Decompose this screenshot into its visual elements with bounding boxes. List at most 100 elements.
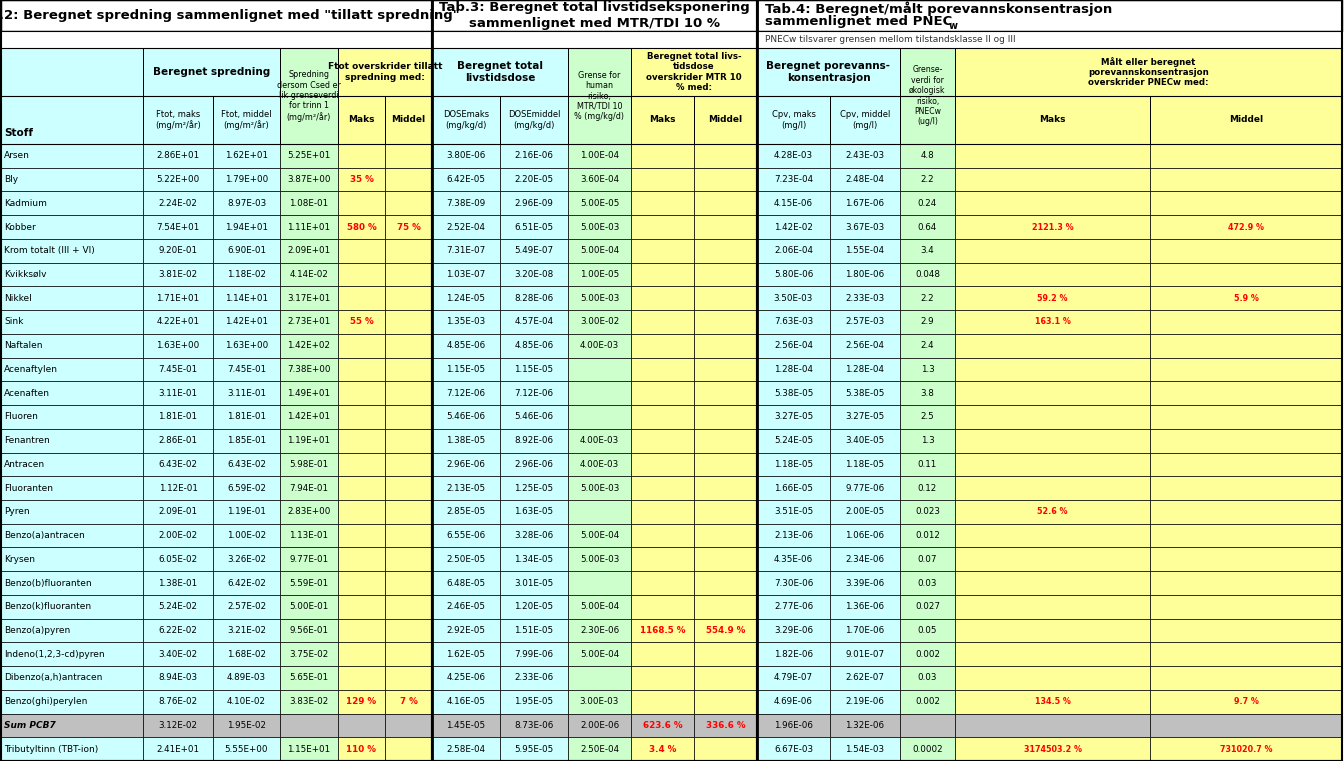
Bar — [569, 572, 630, 595]
Text: 4.28E-03: 4.28E-03 — [774, 151, 813, 161]
Text: 35 %: 35 % — [349, 175, 374, 184]
Bar — [280, 642, 337, 666]
Text: 3.40E-02: 3.40E-02 — [159, 650, 198, 659]
Text: 3.00E-03: 3.00E-03 — [579, 697, 620, 706]
Bar — [569, 286, 630, 310]
Bar — [212, 642, 280, 666]
Bar — [757, 31, 1343, 48]
Text: Tab.3: Beregnet total livstidseksponering
sammenlignet med MTR/TDI 10 %: Tab.3: Beregnet total livstidseksponerin… — [439, 2, 750, 30]
Bar — [500, 428, 569, 453]
Bar — [569, 263, 630, 286]
Bar — [757, 500, 831, 524]
Bar — [212, 239, 280, 263]
Bar — [337, 263, 384, 286]
Text: 0.12: 0.12 — [918, 483, 937, 492]
Bar — [1, 0, 431, 761]
Bar — [384, 144, 431, 167]
Text: 129 %: 129 % — [347, 697, 376, 706]
Text: 59.2 %: 59.2 % — [1038, 294, 1067, 303]
Bar — [757, 619, 831, 642]
Text: 5.95E-05: 5.95E-05 — [515, 744, 554, 753]
Bar — [1150, 500, 1343, 524]
Text: 4.00E-03: 4.00E-03 — [579, 460, 620, 469]
Text: 2.34E-06: 2.34E-06 — [845, 555, 884, 564]
Bar — [431, 524, 500, 547]
Text: 1.24E-05: 1.24E-05 — [446, 294, 485, 303]
Bar — [900, 334, 956, 358]
Bar — [500, 381, 569, 405]
Text: 1.51E-05: 1.51E-05 — [515, 626, 554, 635]
Text: 3.51E-05: 3.51E-05 — [774, 508, 813, 516]
Bar — [142, 334, 212, 358]
Bar — [900, 500, 956, 524]
Bar — [212, 144, 280, 167]
Bar — [694, 572, 757, 595]
Bar — [212, 286, 280, 310]
Bar — [500, 572, 569, 595]
Text: 4.79E-07: 4.79E-07 — [774, 673, 813, 683]
Text: Benzo(b)fluoranten: Benzo(b)fluoranten — [4, 578, 91, 587]
Text: 2.58E-04: 2.58E-04 — [446, 744, 485, 753]
Text: 1.42E+01: 1.42E+01 — [224, 317, 267, 326]
Bar — [831, 263, 900, 286]
Text: 3.67E-03: 3.67E-03 — [845, 222, 884, 231]
Text: Dibenzo(a,h)antracen: Dibenzo(a,h)antracen — [4, 673, 102, 683]
Bar — [431, 619, 500, 642]
Bar — [694, 476, 757, 500]
Text: 3.87E+00: 3.87E+00 — [288, 175, 331, 184]
Text: 1.68E-02: 1.68E-02 — [227, 650, 266, 659]
Bar — [694, 619, 757, 642]
Bar — [1150, 428, 1343, 453]
Bar — [956, 334, 1150, 358]
Text: 1.70E-06: 1.70E-06 — [845, 626, 884, 635]
Text: 7.23E-04: 7.23E-04 — [774, 175, 813, 184]
Bar — [831, 310, 900, 334]
Bar — [337, 476, 384, 500]
Text: 2.2: 2.2 — [921, 175, 934, 184]
Bar — [630, 428, 694, 453]
Bar — [1, 286, 142, 310]
Bar — [694, 144, 757, 167]
Text: Ftot, middel
(mg/m²/år): Ftot, middel (mg/m²/år) — [222, 110, 271, 130]
Text: Cpv, middel
(mg/l): Cpv, middel (mg/l) — [840, 110, 890, 129]
Bar — [384, 572, 431, 595]
Text: Fluoranten: Fluoranten — [4, 483, 52, 492]
Text: 1.55E-04: 1.55E-04 — [845, 247, 884, 255]
Bar — [142, 595, 212, 619]
Bar — [630, 737, 694, 761]
Bar — [280, 524, 337, 547]
Bar — [500, 666, 569, 689]
Bar — [694, 263, 757, 286]
Bar — [142, 310, 212, 334]
Bar — [694, 714, 757, 737]
Text: 1.62E+01: 1.62E+01 — [224, 151, 267, 161]
Bar — [142, 144, 212, 167]
Text: 5.00E-04: 5.00E-04 — [579, 650, 620, 659]
Bar — [212, 595, 280, 619]
Bar — [142, 666, 212, 689]
Bar — [500, 619, 569, 642]
Text: 3.01E-05: 3.01E-05 — [515, 578, 554, 587]
Bar — [280, 310, 337, 334]
Bar — [1, 0, 431, 31]
Bar — [956, 286, 1150, 310]
Bar — [1150, 737, 1343, 761]
Bar — [900, 286, 956, 310]
Text: 6.59E-02: 6.59E-02 — [227, 483, 266, 492]
Text: 8.73E-06: 8.73E-06 — [515, 721, 554, 730]
Text: 0.0002: 0.0002 — [913, 744, 942, 753]
Text: 2.56E-04: 2.56E-04 — [845, 341, 884, 350]
Bar — [694, 358, 757, 381]
Bar — [280, 453, 337, 476]
Text: 0.002: 0.002 — [915, 697, 939, 706]
Text: Acenaftylen: Acenaftylen — [4, 365, 58, 374]
Text: 2.19E-06: 2.19E-06 — [845, 697, 884, 706]
Text: 1.63E-05: 1.63E-05 — [515, 508, 554, 516]
Bar — [384, 642, 431, 666]
Bar — [1150, 263, 1343, 286]
Bar — [212, 405, 280, 428]
Text: Tab.2: Beregnet spredning sammenlignet med "tillatt spredning": Tab.2: Beregnet spredning sammenlignet m… — [0, 9, 460, 22]
Text: 8.28E-06: 8.28E-06 — [515, 294, 554, 303]
Bar — [280, 286, 337, 310]
Bar — [1, 31, 431, 48]
